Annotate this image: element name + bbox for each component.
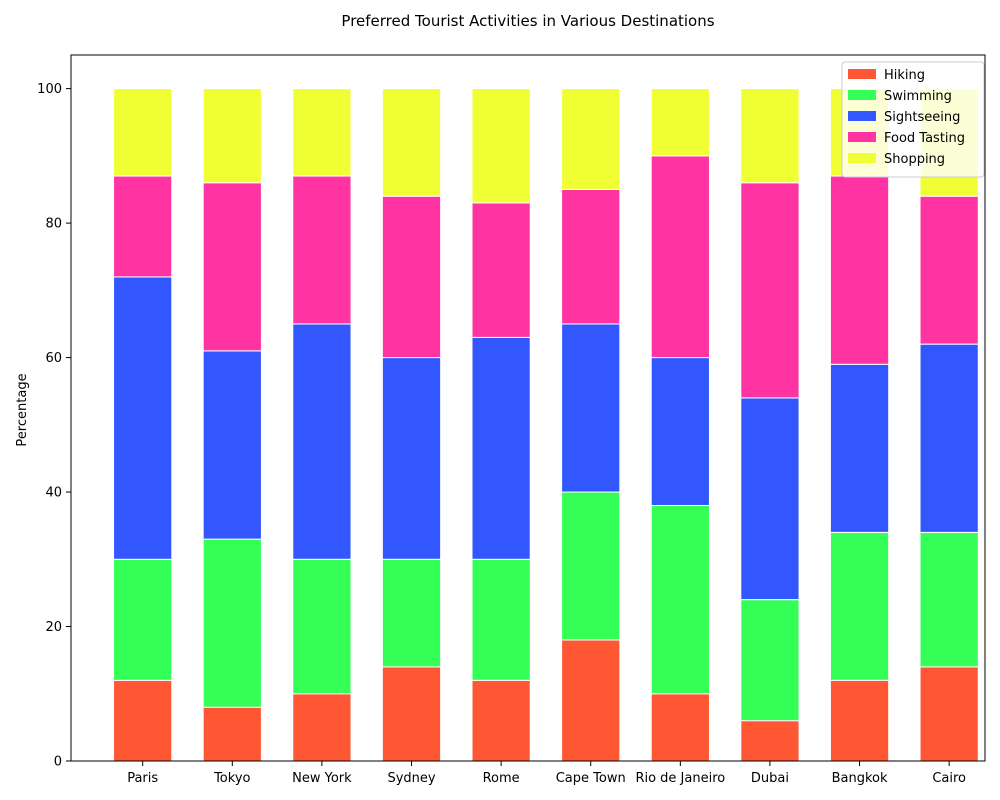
bar-food-tasting-cairo <box>919 195 979 345</box>
bar-swimming-cape-town <box>561 491 621 641</box>
bar-swimming-dubai <box>740 599 800 722</box>
bar-shopping-rome <box>471 88 531 204</box>
x-tick-label: Dubai <box>751 771 789 786</box>
bar-food-tasting-cape-town <box>561 188 621 325</box>
bar-swimming-sydney <box>381 558 442 668</box>
bar-shopping-sydney <box>381 88 442 197</box>
bar-shopping-paris <box>113 88 173 177</box>
chart-title: Preferred Tourist Activities in Various … <box>341 12 714 30</box>
bar-shopping-rio-de-janeiro <box>650 88 710 157</box>
legend-label: Sightseeing <box>884 110 960 125</box>
x-tick-label: New York <box>292 771 352 786</box>
legend-label: Food Tasting <box>884 131 965 146</box>
legend-swatch <box>848 153 876 163</box>
bar-hiking-new-york <box>292 693 352 762</box>
bar-swimming-bangkok <box>829 531 890 681</box>
x-tick-label: Sydney <box>387 771 435 786</box>
axes-group: 0 20 40 60 80 100 Paris Tokyo New York Sydney Rome… <box>37 54 986 786</box>
bar-food-tasting-bangkok <box>829 175 890 365</box>
x-tick-label: Bangkok <box>832 771 888 786</box>
bar-shopping-dubai <box>740 88 800 184</box>
legend-label: Hiking <box>884 68 925 83</box>
bar-sightseeing-cape-town <box>561 323 621 493</box>
bar-food-tasting-rio-de-janeiro <box>650 155 710 359</box>
bar-hiking-tokyo <box>202 706 262 762</box>
bar-sightseeing-bangkok <box>829 363 890 533</box>
bar-food-tasting-new-york <box>292 175 352 325</box>
bar-swimming-rome <box>471 558 531 681</box>
legend: Hiking Swimming Sightseeing Food Tasting Sho… <box>841 61 985 178</box>
x-tick-label: Rio de Janeiro <box>635 771 725 786</box>
bar-sightseeing-sydney <box>381 357 442 560</box>
x-tick-label: Cairo <box>932 771 966 786</box>
bar-swimming-new-york <box>292 558 352 695</box>
bar-swimming-cairo <box>919 531 979 668</box>
y-tick-label: 40 <box>45 486 62 501</box>
legend-label: Shopping <box>884 152 945 167</box>
bar-hiking-rio-de-janeiro <box>650 693 710 762</box>
y-axis-label: Percentage <box>15 373 30 446</box>
x-tick-label: Paris <box>127 771 158 786</box>
y-tick-label: 80 <box>45 217 62 232</box>
bar-food-tasting-sydney <box>381 195 442 359</box>
legend-swatch <box>848 69 876 79</box>
bars-group <box>113 88 979 762</box>
legend-swatch <box>848 111 876 121</box>
bar-food-tasting-dubai <box>740 182 800 399</box>
bar-sightseeing-rome <box>471 336 531 560</box>
y-tick-label: 20 <box>45 620 62 635</box>
bar-sightseeing-new-york <box>292 323 352 560</box>
legend-label: Swimming <box>884 89 952 104</box>
bar-shopping-cape-town <box>561 88 621 190</box>
bar-sightseeing-cairo <box>919 343 979 533</box>
y-tick-label: 60 <box>45 351 62 366</box>
bar-hiking-paris <box>113 679 173 762</box>
x-tick-label: Tokyo <box>213 771 250 786</box>
bar-hiking-dubai <box>740 720 800 762</box>
legend-swatch <box>848 132 876 142</box>
bar-food-tasting-tokyo <box>202 182 262 352</box>
bar-sightseeing-tokyo <box>202 350 262 540</box>
bar-shopping-new-york <box>292 88 352 177</box>
bar-hiking-cape-town <box>561 639 621 762</box>
plot-frame <box>70 54 986 762</box>
x-tick-label: Rome <box>483 771 520 786</box>
bar-hiking-bangkok <box>829 679 890 762</box>
bar-hiking-sydney <box>381 666 442 762</box>
bar-hiking-rome <box>471 679 531 762</box>
bar-food-tasting-rome <box>471 202 531 338</box>
bar-hiking-cairo <box>919 666 979 762</box>
bar-swimming-rio-de-janeiro <box>650 505 710 695</box>
bar-sightseeing-paris <box>113 276 173 560</box>
y-tick-label: 0 <box>54 755 62 770</box>
legend-swatch <box>848 90 876 100</box>
bar-swimming-paris <box>113 558 173 681</box>
bar-shopping-tokyo <box>202 88 262 184</box>
legend-frame <box>841 61 985 178</box>
bar-sightseeing-dubai <box>740 397 800 601</box>
y-tick-label: 100 <box>37 82 62 97</box>
bar-sightseeing-rio-de-janeiro <box>650 357 710 506</box>
bar-swimming-tokyo <box>202 538 262 708</box>
x-tick-label: Cape Town <box>556 771 626 786</box>
bar-food-tasting-paris <box>113 175 173 278</box>
